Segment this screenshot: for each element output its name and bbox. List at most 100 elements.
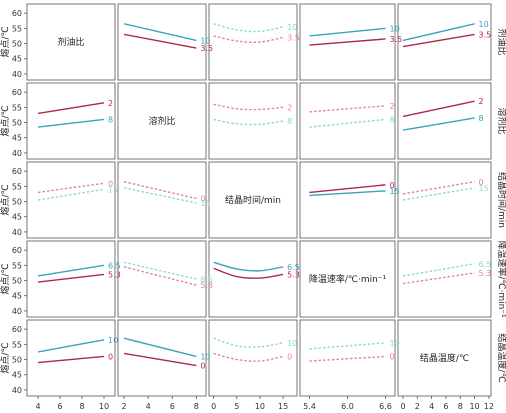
x-tick-label: 4 (35, 402, 40, 411)
y-tick-label: 55 (12, 340, 22, 349)
panel-frame-r0-c3 (299, 3, 396, 81)
y-tick-label: 40 (12, 386, 22, 395)
series-label-10: 10 (479, 20, 489, 29)
panel-frame-r0-c0 (26, 3, 116, 81)
panel-frame-r2-c3 (299, 161, 396, 239)
panel-frame-r1-c4 (397, 82, 492, 160)
panel-frame-r1-c3 (299, 82, 396, 160)
series-label-10: 10 (287, 23, 297, 32)
series-label-0: 0 (287, 352, 292, 361)
right-variable-label: 溶剂比 (496, 107, 506, 134)
series-line-10 (309, 27, 386, 37)
series-label-15: 15 (200, 199, 210, 208)
series-line-10 (213, 23, 284, 33)
series-line-5.3 (37, 273, 105, 283)
series-label-0: 0 (479, 178, 484, 187)
x-tick-label: 6.0 (341, 402, 354, 411)
right-variable-label: 结晶温度/℃ (496, 333, 506, 382)
series-label-2: 2 (287, 103, 292, 112)
series-line-0 (37, 355, 105, 364)
series-label-6.5: 6.5 (287, 263, 300, 272)
series-label-3.5: 3.5 (287, 33, 300, 42)
series-label-2: 2 (108, 99, 113, 108)
series-label-0: 0 (200, 362, 205, 371)
series-line-0 (213, 352, 284, 362)
series-label-10: 10 (108, 336, 118, 345)
series-line-6.5 (123, 261, 197, 280)
series-label-3.5: 3.5 (479, 30, 492, 39)
x-tick-label: 8 (79, 402, 84, 411)
x-tick-label: 6 (443, 402, 448, 411)
x-tick-label: 5 (234, 402, 239, 411)
series-line-0 (123, 352, 197, 367)
series-line-0 (309, 355, 386, 362)
panel-frame-r3-c4 (397, 240, 492, 318)
y-tick-label: 55 (12, 24, 22, 33)
series-line-10 (213, 337, 284, 348)
series-line-2 (37, 102, 105, 115)
y-tick-label: 60 (12, 88, 22, 97)
y-axis-label: 熔点/℃ (0, 263, 11, 294)
y-tick-label: 50 (12, 356, 22, 365)
panel-frame-r3-c2 (208, 240, 298, 318)
panel-frame-r0-c4 (397, 3, 492, 81)
panel-frame-r3-c1 (117, 240, 207, 318)
series-line-8 (402, 117, 475, 131)
y-axis-label: 熔点/℃ (0, 26, 11, 57)
series-line-15 (309, 190, 386, 197)
panel-frame-r1-c2 (208, 82, 298, 160)
series-label-3.5: 3.5 (390, 35, 403, 44)
y-tick-label: 40 (12, 149, 22, 158)
x-tick-label: 6 (57, 402, 62, 411)
panel-frame-r3-c3 (299, 240, 396, 318)
y-tick-label: 55 (12, 261, 22, 270)
series-label-6.5: 6.5 (479, 260, 492, 269)
series-label-0: 0 (108, 352, 113, 361)
diagonal-variable-label: 结晶时间/min (225, 194, 281, 206)
y-tick-label: 60 (12, 325, 22, 334)
panel-frame-r3-c0 (26, 240, 116, 318)
series-line-6.5 (402, 263, 475, 277)
y-tick-label: 45 (12, 371, 22, 380)
y-tick-label: 45 (12, 213, 22, 222)
series-line-10 (37, 339, 105, 353)
series-line-6.5 (37, 264, 105, 277)
series-label-10: 10 (200, 36, 210, 45)
y-tick-label: 50 (12, 198, 22, 207)
series-line-2 (213, 103, 284, 111)
y-tick-label: 55 (12, 103, 22, 112)
x-tick-label: 8 (458, 402, 463, 411)
series-line-0 (37, 182, 105, 194)
series-label-2: 2 (390, 102, 395, 111)
series-label-5.3: 5.3 (479, 269, 492, 278)
panel-frame-r4-c3 (299, 319, 396, 397)
y-tick-label: 40 (12, 70, 22, 79)
series-label-2: 2 (479, 97, 484, 106)
panel-frame-r2-c0 (26, 161, 116, 239)
panel-frame-r4-c4 (397, 319, 492, 397)
series-line-8 (309, 118, 386, 128)
series-label-10: 10 (200, 352, 210, 361)
x-tick-label: 0 (211, 402, 216, 411)
right-variable-label: 结晶时间/min (496, 172, 506, 228)
y-tick-label: 50 (12, 40, 22, 49)
series-line-3.5 (213, 35, 284, 43)
panel-frame-r2-c1 (117, 161, 207, 239)
series-label-10: 10 (390, 24, 400, 33)
series-line-15 (402, 187, 475, 201)
series-line-10 (123, 23, 197, 42)
series-line-0 (123, 181, 197, 200)
y-tick-label: 50 (12, 277, 22, 286)
series-label-8: 8 (108, 115, 113, 124)
series-line-2 (309, 105, 386, 113)
y-axis-label: 熔点/℃ (0, 184, 11, 215)
series-line-0 (309, 184, 386, 194)
x-tick-label: 10 (469, 402, 479, 411)
series-line-0 (402, 181, 475, 195)
y-tick-label: 40 (12, 307, 22, 316)
series-label-15: 15 (390, 187, 400, 196)
y-tick-label: 50 (12, 119, 22, 128)
series-line-15 (123, 187, 197, 204)
series-label-0: 0 (108, 179, 113, 188)
